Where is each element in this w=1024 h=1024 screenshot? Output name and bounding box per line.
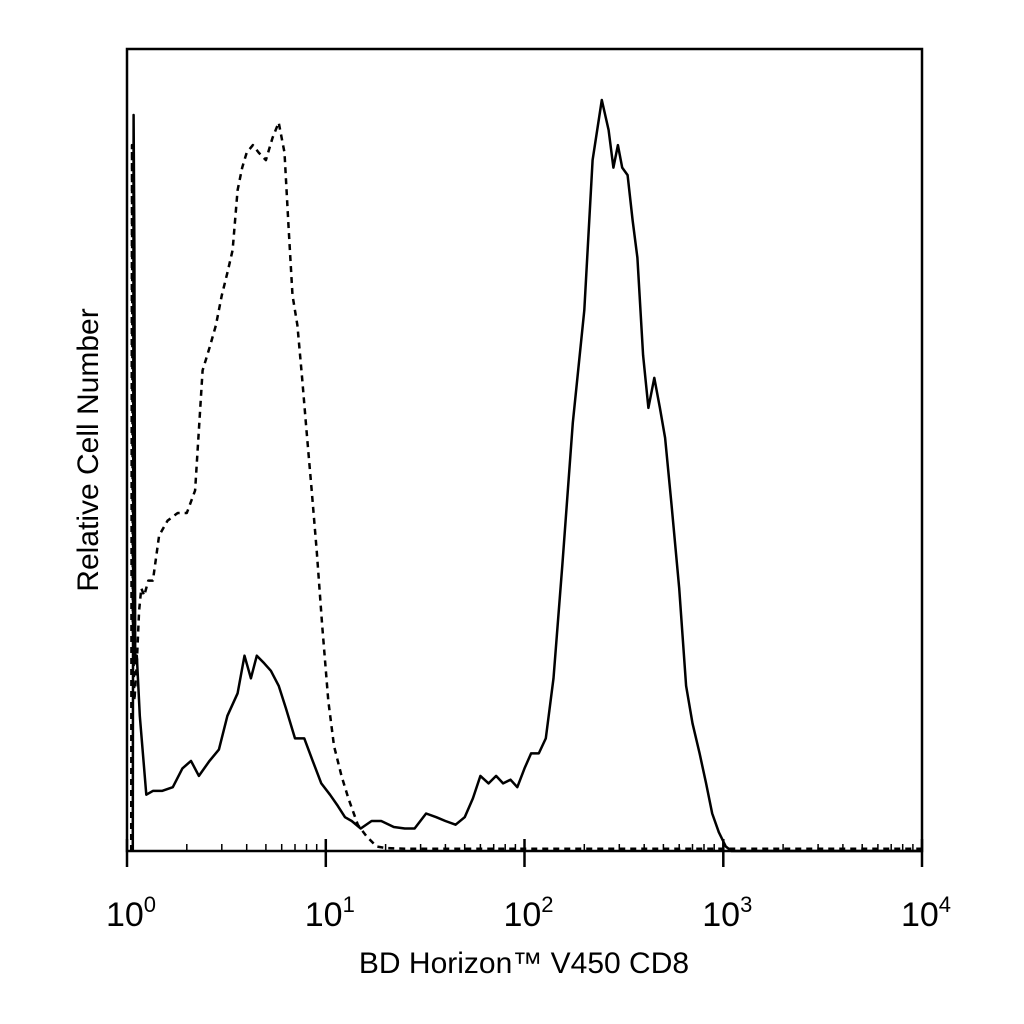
x-axis-ticks (125, 839, 924, 867)
x-tick-label: 103 (702, 892, 752, 934)
x-tick-label: 104 (901, 892, 951, 934)
x-tick-label: 101 (305, 892, 355, 934)
x-axis-label: BD Horizon™ V450 CD8 (359, 947, 689, 980)
y-axis-label: Relative Cell Number (72, 308, 105, 591)
x-axis-tick-labels: 100 101 102 103 104 (106, 892, 951, 934)
dashed-histogram-series (129, 121, 922, 852)
x-tick-label: 100 (106, 892, 156, 934)
plot-lines (129, 98, 922, 853)
x-tick-label: 102 (503, 892, 553, 934)
plot-frame (125, 47, 924, 853)
solid-histogram-series (131, 98, 922, 853)
